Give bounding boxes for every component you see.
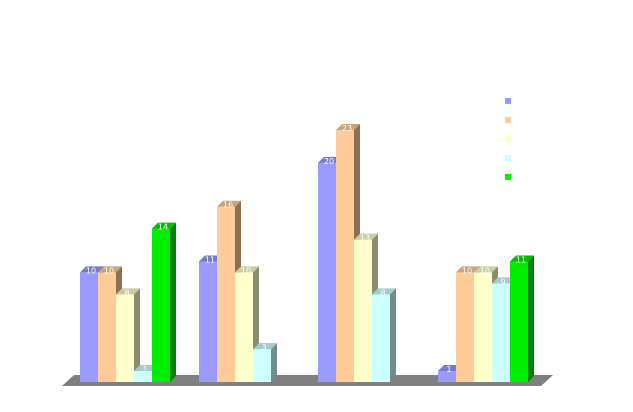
bar-top [456,266,480,273]
bar-top [235,266,259,273]
bar-front [510,261,528,382]
bar-top [253,343,277,350]
bar-front [217,206,235,382]
bar-side [271,343,277,382]
bar-top [474,266,498,273]
legend-marker-2 [505,117,511,123]
bar-value-label: 10 [480,266,490,275]
bar-value-label: 10 [462,266,472,275]
bar-top [98,266,122,273]
bar-value-label: 1 [446,365,451,374]
bar-front [98,272,116,382]
bar-value-label: 1 [142,365,147,374]
bar-top [354,233,378,240]
bar-s4-c3: 8 [372,288,396,382]
bar-side [134,288,140,382]
bar-top [372,288,396,295]
bar-value-label: 11 [516,255,526,264]
bar-side [528,255,534,382]
bar-side [390,288,396,382]
bar-front [354,239,372,382]
bar-front [336,130,354,382]
bar-side [170,222,176,382]
bar-value-label: 8 [124,288,129,297]
bar-s3-c1: 8 [116,288,140,382]
bar-value-label: 8 [380,288,385,297]
bar-front [152,228,170,382]
bar-s4-c2: 3 [253,343,277,382]
bar-value-label: 10 [86,266,96,275]
legend [505,98,511,180]
bar-front [456,272,474,382]
bar-value-label: 10 [241,266,251,275]
bar-top [116,288,140,295]
legend-marker-4 [505,155,511,161]
bar-top [510,255,534,262]
bar-s5-c1: 14 [152,222,176,382]
bar-top [217,200,241,207]
legend-marker-5 [505,174,511,180]
bar-front [318,162,336,382]
bar-value-label: 16 [223,201,233,210]
bar-front [199,261,217,382]
legend-marker-3 [505,136,511,142]
bar-s3-c2: 10 [235,266,259,382]
bar-value-label: 23 [342,124,352,133]
bar-top [336,124,360,130]
bar-value-label: 14 [158,223,168,232]
legend-marker-1 [505,98,511,104]
bar-front [80,272,98,382]
bar-value-label: 10 [104,266,114,275]
bar-top [152,222,176,229]
bar-front [492,283,510,382]
bar-front [134,371,152,382]
chart-floor [62,375,553,386]
bar-value-label: 13 [360,234,370,243]
bar-top [80,266,104,273]
bar-s5-c4: 11 [510,255,534,382]
bar-value-label: 11 [205,255,215,264]
bar-front [253,349,271,382]
bar-front [372,294,390,382]
bar-front [235,272,253,382]
bar-front [116,294,134,382]
floor-shadow [62,375,553,386]
bar-value-label: 20 [324,157,334,166]
bar-front [438,371,456,382]
bar-value-label: 9 [500,277,505,286]
bar-value-label: 3 [261,343,266,352]
bar-front [474,272,492,382]
